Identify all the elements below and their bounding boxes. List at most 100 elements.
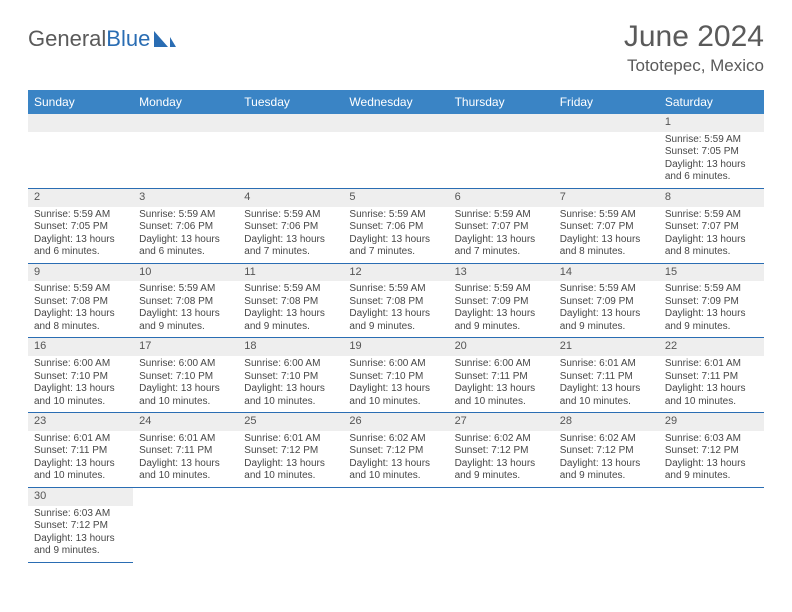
calendar-cell	[238, 114, 343, 188]
day-number: 10	[133, 264, 238, 282]
daylight-text: Daylight: 13 hours and 10 minutes.	[244, 458, 337, 483]
calendar-cell	[554, 487, 659, 562]
calendar-cell: 3Sunrise: 5:59 AMSunset: 7:06 PMDaylight…	[133, 188, 238, 263]
calendar-cell: 12Sunrise: 5:59 AMSunset: 7:08 PMDayligh…	[343, 263, 448, 338]
sunset-text: Sunset: 7:11 PM	[34, 445, 127, 458]
daylight-text: Daylight: 13 hours and 9 minutes.	[244, 308, 337, 333]
sunset-text: Sunset: 7:12 PM	[34, 520, 127, 533]
calendar-cell	[343, 487, 448, 562]
day-number-empty	[28, 114, 133, 132]
calendar-cell	[133, 487, 238, 562]
day-number: 5	[343, 189, 448, 207]
day-number: 1	[659, 114, 764, 132]
sunrise-text: Sunrise: 5:59 AM	[560, 209, 653, 222]
daylight-text: Daylight: 13 hours and 10 minutes.	[665, 383, 758, 408]
daylight-text: Daylight: 13 hours and 6 minutes.	[139, 234, 232, 259]
sunset-text: Sunset: 7:07 PM	[560, 221, 653, 234]
calendar-row: 30Sunrise: 6:03 AMSunset: 7:12 PMDayligh…	[28, 487, 764, 562]
sunrise-text: Sunrise: 5:59 AM	[665, 283, 758, 296]
sunset-text: Sunset: 7:10 PM	[244, 371, 337, 384]
calendar-table: Sunday Monday Tuesday Wednesday Thursday…	[28, 90, 764, 563]
calendar-cell: 28Sunrise: 6:02 AMSunset: 7:12 PMDayligh…	[554, 413, 659, 488]
daylight-text: Daylight: 13 hours and 10 minutes.	[34, 458, 127, 483]
sunrise-text: Sunrise: 6:01 AM	[139, 433, 232, 446]
sunset-text: Sunset: 7:11 PM	[665, 371, 758, 384]
calendar-cell: 21Sunrise: 6:01 AMSunset: 7:11 PMDayligh…	[554, 338, 659, 413]
calendar-cell: 14Sunrise: 5:59 AMSunset: 7:09 PMDayligh…	[554, 263, 659, 338]
sunrise-text: Sunrise: 6:01 AM	[244, 433, 337, 446]
col-wednesday: Wednesday	[343, 90, 448, 114]
calendar-row: 1Sunrise: 5:59 AMSunset: 7:05 PMDaylight…	[28, 114, 764, 188]
daylight-text: Daylight: 13 hours and 9 minutes.	[349, 308, 442, 333]
sunrise-text: Sunrise: 6:03 AM	[34, 508, 127, 521]
sunrise-text: Sunrise: 5:59 AM	[34, 283, 127, 296]
brand-logo: GeneralBlue	[28, 26, 176, 52]
calendar-cell: 13Sunrise: 5:59 AMSunset: 7:09 PMDayligh…	[449, 263, 554, 338]
sunset-text: Sunset: 7:08 PM	[349, 296, 442, 309]
calendar-cell	[659, 487, 764, 562]
calendar-cell: 22Sunrise: 6:01 AMSunset: 7:11 PMDayligh…	[659, 338, 764, 413]
calendar-cell: 2Sunrise: 5:59 AMSunset: 7:05 PMDaylight…	[28, 188, 133, 263]
daylight-text: Daylight: 13 hours and 9 minutes.	[139, 308, 232, 333]
day-number: 14	[554, 264, 659, 282]
sunset-text: Sunset: 7:05 PM	[34, 221, 127, 234]
day-number: 9	[28, 264, 133, 282]
calendar-cell: 10Sunrise: 5:59 AMSunset: 7:08 PMDayligh…	[133, 263, 238, 338]
daylight-text: Daylight: 13 hours and 10 minutes.	[34, 383, 127, 408]
calendar-cell	[238, 487, 343, 562]
day-number-empty	[449, 114, 554, 132]
sunset-text: Sunset: 7:07 PM	[665, 221, 758, 234]
sunrise-text: Sunrise: 6:02 AM	[560, 433, 653, 446]
calendar-cell: 7Sunrise: 5:59 AMSunset: 7:07 PMDaylight…	[554, 188, 659, 263]
sunset-text: Sunset: 7:09 PM	[560, 296, 653, 309]
col-saturday: Saturday	[659, 90, 764, 114]
daylight-text: Daylight: 13 hours and 9 minutes.	[560, 458, 653, 483]
brand-part2: Blue	[106, 26, 150, 52]
sunrise-text: Sunrise: 5:59 AM	[455, 283, 548, 296]
sunset-text: Sunset: 7:06 PM	[349, 221, 442, 234]
sunrise-text: Sunrise: 5:59 AM	[244, 283, 337, 296]
sunset-text: Sunset: 7:06 PM	[139, 221, 232, 234]
daylight-text: Daylight: 13 hours and 10 minutes.	[349, 458, 442, 483]
col-sunday: Sunday	[28, 90, 133, 114]
calendar-cell	[449, 487, 554, 562]
col-friday: Friday	[554, 90, 659, 114]
day-number: 6	[449, 189, 554, 207]
sunrise-text: Sunrise: 5:59 AM	[349, 283, 442, 296]
sunset-text: Sunset: 7:12 PM	[665, 445, 758, 458]
day-number: 29	[659, 413, 764, 431]
day-number-empty	[133, 114, 238, 132]
daylight-text: Daylight: 13 hours and 6 minutes.	[34, 234, 127, 259]
sunrise-text: Sunrise: 6:00 AM	[34, 358, 127, 371]
day-number: 30	[28, 488, 133, 506]
sunrise-text: Sunrise: 5:59 AM	[349, 209, 442, 222]
sunset-text: Sunset: 7:08 PM	[34, 296, 127, 309]
sunset-text: Sunset: 7:09 PM	[665, 296, 758, 309]
sunset-text: Sunset: 7:08 PM	[139, 296, 232, 309]
daylight-text: Daylight: 13 hours and 7 minutes.	[349, 234, 442, 259]
day-number: 18	[238, 338, 343, 356]
sunrise-text: Sunrise: 6:01 AM	[560, 358, 653, 371]
calendar-cell	[449, 114, 554, 188]
calendar-cell: 25Sunrise: 6:01 AMSunset: 7:12 PMDayligh…	[238, 413, 343, 488]
daylight-text: Daylight: 13 hours and 10 minutes.	[139, 383, 232, 408]
sunset-text: Sunset: 7:08 PM	[244, 296, 337, 309]
calendar-cell: 29Sunrise: 6:03 AMSunset: 7:12 PMDayligh…	[659, 413, 764, 488]
sunrise-text: Sunrise: 5:59 AM	[455, 209, 548, 222]
day-number: 15	[659, 264, 764, 282]
day-number-empty	[238, 114, 343, 132]
calendar-cell: 23Sunrise: 6:01 AMSunset: 7:11 PMDayligh…	[28, 413, 133, 488]
daylight-text: Daylight: 13 hours and 9 minutes.	[560, 308, 653, 333]
calendar-cell: 15Sunrise: 5:59 AMSunset: 7:09 PMDayligh…	[659, 263, 764, 338]
header: GeneralBlue June 2024 Tototepec, Mexico	[28, 20, 764, 76]
sunset-text: Sunset: 7:10 PM	[139, 371, 232, 384]
sunset-text: Sunset: 7:11 PM	[455, 371, 548, 384]
brand-part1: General	[28, 26, 106, 52]
calendar-cell	[554, 114, 659, 188]
daylight-text: Daylight: 13 hours and 7 minutes.	[244, 234, 337, 259]
sunrise-text: Sunrise: 6:01 AM	[665, 358, 758, 371]
title-block: June 2024 Tototepec, Mexico	[624, 20, 764, 76]
day-number: 8	[659, 189, 764, 207]
calendar-cell: 6Sunrise: 5:59 AMSunset: 7:07 PMDaylight…	[449, 188, 554, 263]
sunrise-text: Sunrise: 6:02 AM	[349, 433, 442, 446]
